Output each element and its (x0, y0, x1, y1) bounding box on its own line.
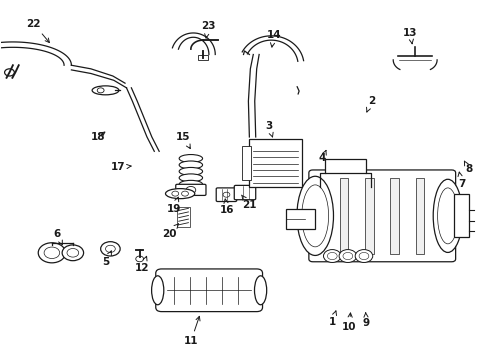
Text: 7: 7 (457, 172, 464, 189)
Text: 17: 17 (110, 162, 131, 172)
Bar (197, 55, 208, 59)
Circle shape (38, 243, 65, 263)
Text: 9: 9 (362, 312, 369, 328)
Ellipse shape (301, 185, 328, 247)
Ellipse shape (437, 188, 457, 244)
FancyBboxPatch shape (234, 185, 255, 200)
Circle shape (136, 256, 143, 262)
Text: 8: 8 (464, 161, 471, 174)
Ellipse shape (179, 167, 202, 175)
Circle shape (181, 191, 188, 196)
Circle shape (62, 245, 83, 261)
Bar (249, 139, 302, 187)
Bar (364, 178, 373, 253)
Ellipse shape (165, 189, 194, 199)
Ellipse shape (179, 174, 202, 182)
Bar (389, 178, 398, 253)
Ellipse shape (432, 179, 462, 252)
Circle shape (101, 242, 120, 256)
Circle shape (342, 252, 352, 260)
FancyBboxPatch shape (308, 170, 455, 262)
Text: 18: 18 (91, 132, 105, 142)
Circle shape (358, 252, 368, 260)
Text: 3: 3 (264, 121, 273, 137)
Text: 1: 1 (328, 311, 336, 327)
Ellipse shape (179, 161, 202, 169)
Ellipse shape (151, 276, 163, 305)
Text: 10: 10 (342, 313, 356, 332)
FancyBboxPatch shape (216, 188, 236, 202)
Bar (242, 146, 250, 180)
Ellipse shape (179, 180, 202, 188)
Circle shape (97, 88, 104, 93)
Text: 14: 14 (266, 30, 281, 47)
Circle shape (338, 249, 356, 262)
Bar (177, 207, 189, 226)
Text: 20: 20 (162, 224, 178, 239)
Text: 11: 11 (183, 316, 200, 346)
Ellipse shape (92, 86, 119, 95)
Circle shape (223, 192, 229, 197)
Ellipse shape (296, 176, 333, 256)
Circle shape (44, 247, 60, 258)
Text: 13: 13 (402, 28, 417, 44)
Text: 12: 12 (135, 256, 149, 273)
Bar (339, 178, 347, 253)
Text: 16: 16 (220, 199, 234, 216)
FancyBboxPatch shape (156, 269, 262, 312)
Circle shape (105, 245, 115, 252)
Bar (415, 178, 424, 253)
Text: 21: 21 (241, 195, 256, 210)
Circle shape (171, 191, 178, 196)
Circle shape (185, 186, 195, 194)
Text: 19: 19 (166, 197, 181, 214)
Circle shape (4, 69, 14, 76)
Text: 5: 5 (102, 251, 111, 267)
FancyBboxPatch shape (175, 184, 205, 195)
Ellipse shape (254, 276, 266, 305)
Circle shape (67, 248, 79, 257)
Circle shape (354, 249, 372, 262)
Text: 15: 15 (176, 132, 190, 149)
Bar (285, 209, 315, 229)
Text: 2: 2 (366, 96, 374, 112)
Ellipse shape (179, 154, 202, 162)
Text: 22: 22 (26, 19, 49, 42)
Circle shape (327, 252, 336, 260)
Bar (325, 159, 366, 173)
Text: 23: 23 (200, 21, 215, 38)
Text: 4: 4 (318, 150, 325, 163)
Circle shape (323, 249, 340, 262)
Bar (453, 194, 468, 237)
Text: 6: 6 (53, 229, 62, 245)
